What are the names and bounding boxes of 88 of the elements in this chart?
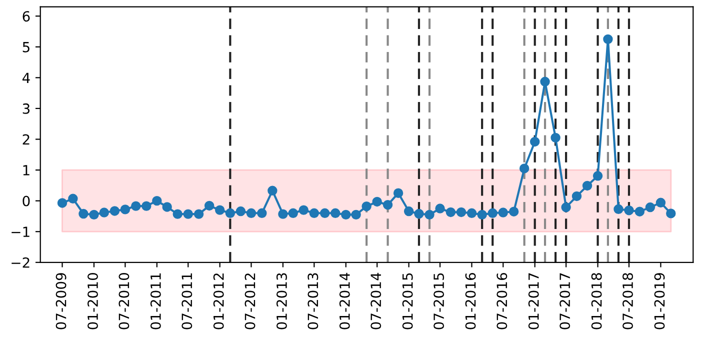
point	[362, 202, 372, 212]
point	[351, 210, 361, 220]
point	[110, 206, 120, 216]
point	[530, 136, 540, 147]
y-tick-label: 6	[22, 11, 30, 22]
point	[519, 164, 530, 174]
y-tick-label: 3	[22, 103, 30, 114]
point	[78, 208, 88, 219]
y-tick-label: 4	[22, 72, 30, 83]
point	[278, 209, 288, 219]
point	[341, 210, 351, 220]
y-tick-label: −1	[12, 226, 30, 237]
point	[131, 201, 141, 211]
point	[498, 208, 508, 218]
x-tick-label: 01-2019	[654, 273, 665, 330]
point	[257, 208, 267, 218]
point	[561, 202, 571, 212]
x-tick-label: 01-2012	[213, 274, 224, 330]
point	[614, 204, 624, 214]
point	[320, 208, 330, 218]
y-tick-label: 2	[22, 134, 30, 145]
point	[330, 208, 340, 218]
point	[666, 208, 676, 218]
point	[435, 204, 445, 214]
point	[477, 210, 487, 220]
point	[162, 202, 172, 212]
point	[645, 202, 656, 212]
point	[446, 207, 456, 218]
point	[592, 171, 603, 181]
point	[634, 206, 645, 216]
x-tick-label: 07-2012	[244, 274, 256, 330]
point	[225, 208, 236, 218]
point	[414, 208, 424, 219]
point	[288, 208, 298, 218]
x-tick-label: 07-2010	[118, 273, 130, 330]
point	[152, 196, 162, 206]
x-tick-label: 01-2013	[276, 273, 287, 330]
point	[572, 191, 582, 202]
point	[57, 198, 68, 208]
point	[466, 208, 477, 218]
point	[268, 186, 278, 196]
point	[382, 200, 393, 210]
point	[550, 132, 560, 143]
point	[183, 209, 193, 219]
y-tick-label: 5	[22, 42, 30, 52]
x-tick-label: 07-2014	[370, 272, 382, 330]
point	[393, 188, 404, 198]
point	[120, 204, 130, 214]
point	[582, 180, 592, 191]
point	[488, 208, 498, 218]
point	[540, 76, 550, 87]
y-tick-label: 1	[23, 165, 30, 176]
x-tick-label: 07-2013	[308, 273, 318, 330]
x-tick-label: 07-2018	[622, 273, 634, 330]
point	[656, 198, 666, 208]
point	[68, 194, 78, 204]
point	[204, 200, 214, 211]
point	[424, 210, 434, 220]
point	[142, 201, 152, 211]
y-tick-label: 0	[22, 196, 30, 206]
point	[603, 34, 613, 44]
point	[298, 205, 308, 215]
point	[89, 210, 99, 220]
x-tick-label: 07-2009	[56, 273, 66, 330]
point	[372, 196, 382, 207]
x-tick-label: 01-2014	[339, 272, 350, 330]
x-tick-label: 07-2016	[496, 272, 508, 330]
x-tick-label: 01-2016	[465, 272, 476, 330]
point	[246, 208, 256, 218]
x-tick-label: 01-2017	[528, 273, 539, 330]
point	[214, 205, 225, 215]
x-tick-label: 01-2011	[150, 273, 161, 330]
point	[236, 206, 246, 216]
point	[99, 208, 110, 218]
x-tick-label: 07-2015	[434, 273, 444, 330]
point	[194, 209, 204, 219]
x-tick-label: 07-2011	[182, 273, 192, 330]
point	[172, 209, 182, 219]
x-tick-label: 01-2018	[591, 273, 602, 330]
point	[508, 206, 519, 216]
y-tick-label: −2	[12, 257, 30, 268]
point	[456, 207, 466, 218]
point	[624, 206, 634, 216]
point	[309, 208, 320, 218]
x-tick-label: 01-2010	[88, 273, 98, 330]
x-tick-label: 07-2017	[560, 273, 570, 330]
x-tick-label: 01-2015	[402, 273, 413, 330]
point	[404, 206, 414, 216]
